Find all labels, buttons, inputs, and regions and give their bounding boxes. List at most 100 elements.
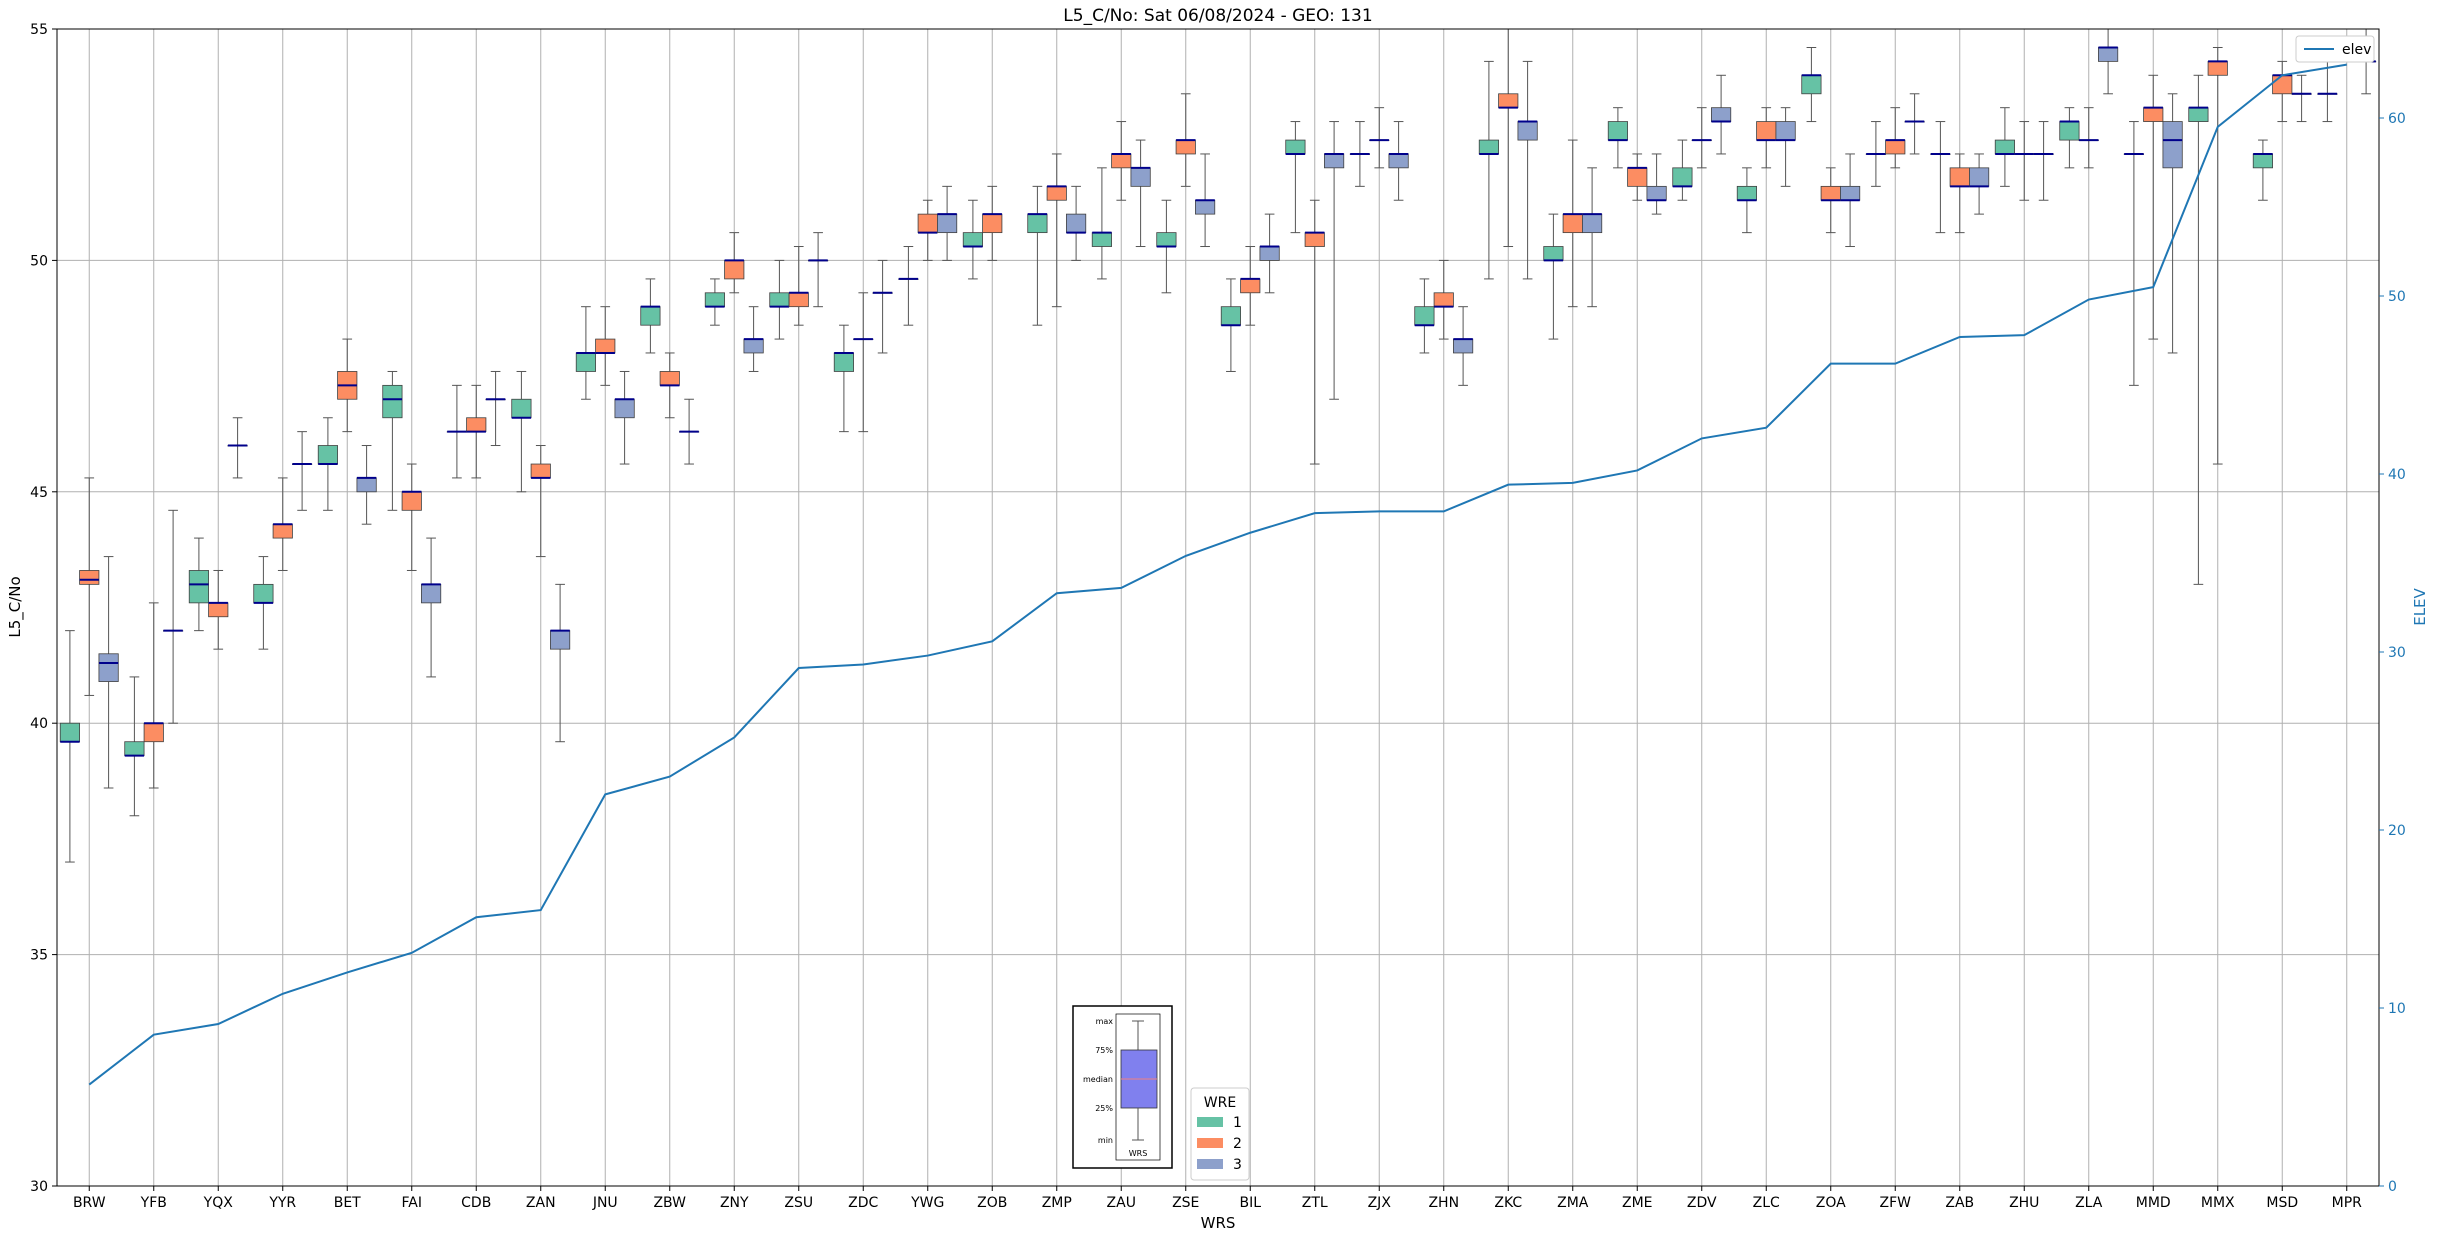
box-zjx-wre3 [1388, 121, 1409, 201]
box-ztl-wre1 [1285, 121, 1306, 234]
x-tick-label: MMD [2136, 1195, 2171, 1211]
y2-tick-label: 50 [2388, 289, 2406, 305]
box-zau-wre2 [1111, 121, 1132, 201]
box-cdb-wre2 [466, 384, 487, 479]
box-body [743, 338, 764, 354]
box-body [421, 583, 442, 604]
box-zoa-wre3 [1840, 153, 1861, 248]
box-body [1582, 213, 1603, 234]
x-tick-label: MSD [2266, 1195, 2298, 1211]
box-brw-wre3 [98, 556, 119, 789]
box-ztl-wre3 [1324, 121, 1345, 400]
x-tick-label: ZTL [1302, 1195, 1328, 1211]
box-mmd-wre3 [2162, 93, 2183, 354]
box-body [356, 477, 377, 493]
box-zny-wre1 [704, 278, 725, 326]
elev-legend: elev [2295, 35, 2375, 63]
box-zlc-wre3 [1775, 107, 1796, 187]
box-body [208, 602, 229, 618]
elev-line [88, 63, 2347, 1086]
box-body [1820, 185, 1841, 201]
box-body [511, 398, 532, 419]
y-tick-label: 40 [30, 716, 48, 732]
wre-legend-swatch-2 [1197, 1138, 1223, 1148]
box-body [1304, 232, 1325, 247]
box-yfb-wre1 [124, 676, 145, 817]
box-zdc-wre2 [853, 292, 874, 433]
box-cdb-wre3 [485, 370, 506, 447]
box-body [466, 417, 487, 433]
x-tick-label: ZFW [1880, 1195, 1912, 1211]
box-body [1046, 185, 1067, 201]
box-zhn-wre1 [1414, 278, 1435, 354]
box-body [1543, 246, 1564, 261]
x-tick-label: ZAB [1945, 1195, 1974, 1211]
wre-legend-label-2: 2 [1233, 1136, 1242, 1152]
box-body [788, 292, 809, 308]
box-body [982, 213, 1003, 234]
box-zfw-wre2 [1885, 107, 1906, 169]
box-body [1240, 278, 1261, 294]
box-brw-wre2 [79, 477, 100, 696]
box-body [382, 384, 403, 419]
elev-layer [88, 63, 2347, 1086]
box-body [1775, 121, 1796, 141]
box-zab-wre1 [1930, 121, 1951, 234]
box-jnu-wre2 [595, 306, 616, 386]
box-layer [59, 28, 2377, 863]
box-body [659, 371, 680, 386]
wre-legend: WRE 1 2 3 [1190, 1087, 1250, 1181]
box-body [2272, 74, 2293, 95]
box-body [1672, 167, 1693, 187]
y2-tick-label: 20 [2388, 823, 2406, 839]
box-fai-wre2 [401, 463, 422, 571]
box-zkc-wre2 [1498, 28, 1519, 248]
box-mmx-wre2 [2207, 47, 2228, 465]
box-yyr-wre2 [272, 477, 293, 571]
box-body [1969, 167, 1990, 187]
x-tick-label: MMX [2201, 1195, 2235, 1211]
x-tick-label: ZLC [1753, 1195, 1780, 1211]
box-body [1285, 139, 1306, 155]
box-body [1562, 213, 1583, 234]
box-body [143, 722, 164, 743]
x-tick-label: BRW [73, 1195, 106, 1211]
box-yqx-wre3 [227, 417, 248, 479]
wre-legend-title: WRE [1204, 1095, 1236, 1111]
box-zoa-wre1 [1801, 47, 1822, 123]
box-body [401, 491, 422, 511]
box-body [2059, 121, 2080, 141]
box-zla-wre3 [2098, 28, 2119, 95]
box-body [59, 722, 80, 743]
box-body [1840, 185, 1861, 201]
box-zlc-wre2 [1756, 107, 1777, 169]
wre-legend-swatch-1 [1197, 1117, 1223, 1127]
box-mmd-wre1 [2123, 121, 2144, 386]
box-zla-wre2 [2078, 107, 2099, 169]
box-zme-wre3 [1646, 153, 1667, 215]
box-yfb-wre2 [143, 602, 164, 789]
y2-axis-title: ELEV [2411, 587, 2429, 625]
box-bil-wre3 [1259, 213, 1280, 294]
box-zse-wre3 [1195, 153, 1216, 248]
box-ywg-wre1 [898, 246, 919, 326]
box-yyr-wre1 [253, 556, 274, 650]
box-bil-wre1 [1220, 278, 1241, 372]
axis-layer: 30 35 40 45 50 55 0 10 20 30 40 50 60 BRW YFB YQX YYR BET… [30, 22, 2406, 1211]
box-body [1091, 232, 1112, 247]
box-zme-wre2 [1627, 153, 1648, 201]
box-body [2162, 121, 2183, 169]
box-zfw-wre1 [1865, 121, 1886, 187]
box-key-label-median: median [1083, 1075, 1113, 1084]
box-body [1220, 306, 1241, 326]
box-zmp-wre3 [1066, 185, 1087, 261]
box-body [98, 653, 119, 682]
chart-title: L5_C/No: Sat 06/08/2024 - GEO: 131 [1063, 6, 1372, 26]
box-body [1756, 121, 1777, 141]
x-tick-label: ZHU [2009, 1195, 2039, 1211]
box-body [1388, 153, 1409, 169]
box-body [1066, 213, 1087, 234]
x-tick-label: ZAN [526, 1195, 556, 1211]
x-axis-title: WRS [1201, 1214, 1236, 1232]
